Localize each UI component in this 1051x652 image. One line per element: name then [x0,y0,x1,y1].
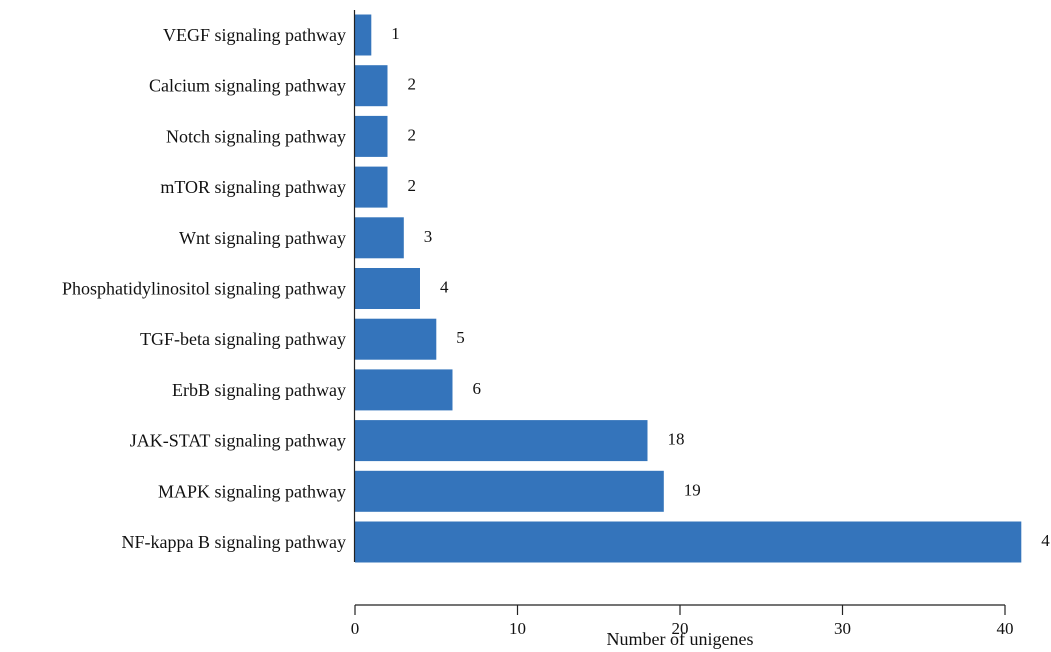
x-tick-label-4: 40 [997,619,1014,638]
value-label-9: 19 [684,480,701,499]
value-label-1: 2 [408,75,417,94]
bar-10 [355,521,1022,563]
bar-8 [355,420,648,462]
bar-9 [355,470,664,512]
value-label-5: 4 [440,278,449,297]
bars-group [355,14,1022,563]
value-label-10: 41 [1041,531,1051,550]
category-label-0: VEGF signaling pathway [163,25,346,45]
bar-3 [355,166,388,208]
category-label-5: Phosphatidylinositol signaling pathway [62,279,346,299]
category-label-1: Calcium signaling pathway [149,76,346,96]
bar-7 [355,369,453,411]
x-tick-label-0: 0 [351,619,360,638]
category-label-7: ErbB signaling pathway [172,380,346,400]
bar-4 [355,217,404,259]
category-label-6: TGF-beta signaling pathway [140,329,346,349]
value-label-6: 5 [456,328,465,347]
x-axis-title: Number of unigenes [607,629,754,649]
bar-5 [355,268,420,309]
category-label-3: mTOR signaling pathway [160,177,346,197]
x-ticks: 0 10 20 30 40 [351,605,1014,638]
category-label-2: Notch signaling pathway [166,126,346,146]
bar-2 [355,115,388,157]
category-labels: VEGF signaling pathway Calcium signaling … [62,25,346,552]
category-label-9: MAPK signaling pathway [158,481,346,501]
category-label-8: JAK-STAT signaling pathway [130,431,346,451]
bar-1 [355,65,388,107]
value-label-8: 18 [668,430,685,449]
value-label-3: 2 [408,176,417,195]
value-label-0: 1 [391,24,400,43]
x-axis: 0 10 20 30 40 [351,604,1014,638]
x-tick-label-1: 10 [509,619,526,638]
bar-0 [355,14,372,56]
value-labels: 1 2 2 2 3 4 5 6 18 19 41 [391,24,1051,550]
x-tick-label-3: 30 [834,619,851,638]
category-label-4: Wnt signaling pathway [179,228,346,248]
x-tick-label-2: 20 [672,619,689,638]
category-label-10: NF-kappa B signaling pathway [122,532,346,552]
bar-6 [355,318,437,360]
value-label-2: 2 [408,125,417,144]
value-label-7: 6 [473,379,482,398]
value-label-4: 3 [424,227,433,246]
